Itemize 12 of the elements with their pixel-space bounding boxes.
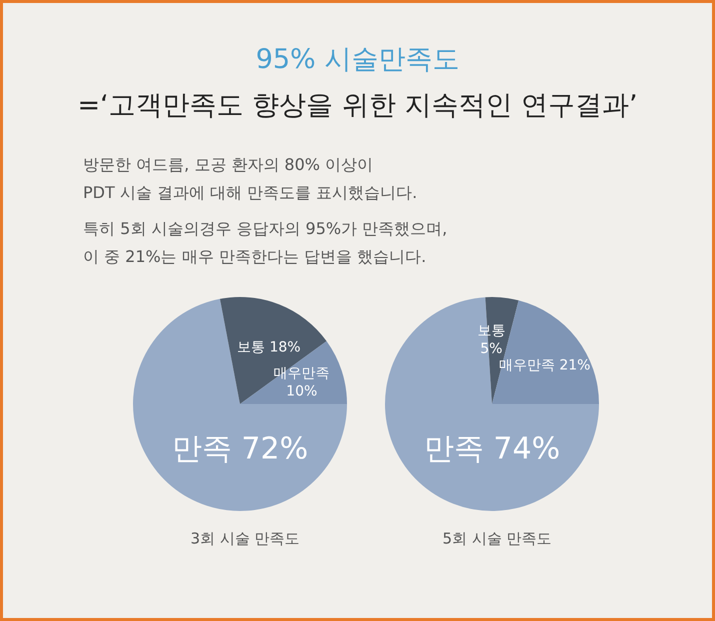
data-label: 5% <box>480 340 502 357</box>
slice-label: 보통 18% <box>237 339 301 356</box>
text: 5회 시술 만족도 <box>442 530 552 548</box>
chart-title: 95% 시술만족도 <box>254 43 460 77</box>
slice-label: 만족 72% <box>172 432 308 466</box>
text: 특히 5회 시술의경우 응답자의 95%가 만족했으며, 이 중 21%는 매우 만족한다는 답변을 했습니다. <box>83 218 448 268</box>
chart-subtitle: =‘고객만족도 향상을 위한 지속적인 연구결과’ <box>76 89 639 123</box>
data-label: 10% <box>286 384 318 400</box>
slice-label: 보통 <box>477 322 506 339</box>
slice-label: 만족 74% <box>424 432 560 466</box>
text: 방문한 여드름, 모공 환자의 80% 이상이 PDT 시술 결과에 대해 만족도를 표시했습니다. <box>83 154 418 204</box>
text: 3회 시술 만족도 <box>190 530 300 548</box>
